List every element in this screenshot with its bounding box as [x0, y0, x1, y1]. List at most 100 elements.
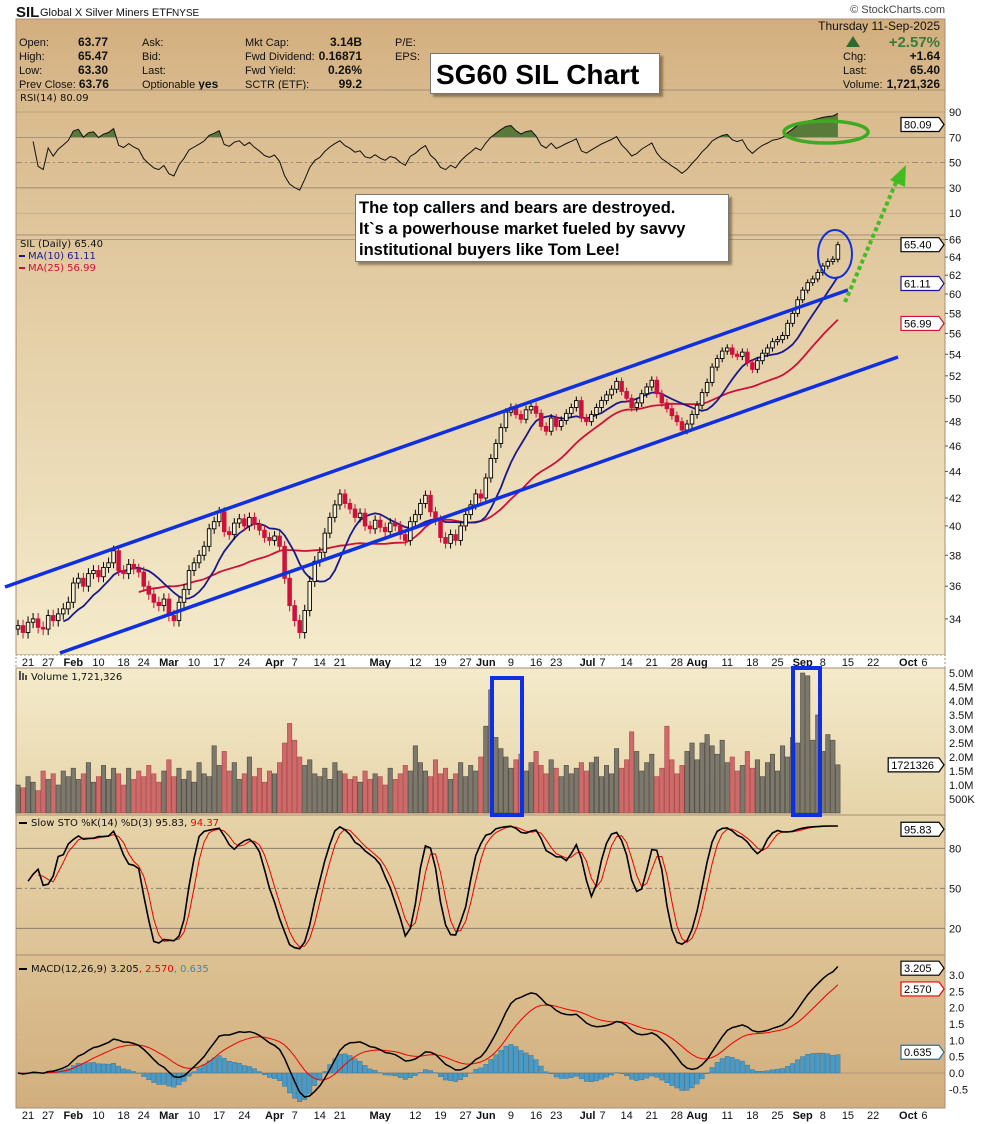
candle-body	[569, 407, 574, 414]
candle-body	[523, 409, 529, 420]
date-tick-label: 21	[22, 1110, 34, 1122]
volume-label: Volume 1,721,326	[31, 672, 122, 683]
volume-bar	[211, 745, 217, 814]
candle-body	[257, 524, 262, 531]
volume-bar	[297, 756, 303, 814]
macd-histogram-bar	[488, 1059, 494, 1074]
date-tick-label: 21	[646, 1110, 658, 1122]
candle-body	[649, 379, 655, 388]
candle-body	[297, 620, 302, 633]
volume-tick-label: 3.0M	[949, 724, 973, 736]
candle-body	[498, 427, 504, 444]
macd-histogram-bar	[684, 1072, 690, 1091]
volume-bar	[392, 779, 398, 814]
volume-bar	[543, 773, 549, 814]
candle-body	[377, 519, 383, 528]
macd-histogram-bar	[594, 1072, 599, 1082]
volume-bar	[377, 776, 383, 814]
candle-body	[790, 312, 795, 324]
price-tick-label: 36	[949, 581, 961, 593]
volume-bar	[568, 773, 574, 814]
date-tick-label: 17	[213, 657, 225, 669]
volume-bar	[131, 779, 137, 814]
candle-body	[745, 351, 750, 364]
candle-body	[30, 618, 36, 623]
volume-bar	[181, 779, 187, 814]
volume-bar	[498, 748, 504, 814]
candle-body	[146, 585, 152, 595]
info-value-col1: 65.47	[78, 49, 108, 63]
candle-body	[619, 380, 624, 392]
volume-bar	[90, 781, 96, 814]
volume-bar	[116, 773, 122, 814]
price-tick-label: 54	[949, 349, 961, 361]
volume-bar	[75, 779, 81, 814]
macd-histogram-bar	[362, 1065, 368, 1074]
volume-bar	[734, 770, 740, 814]
price-tick-label: 60	[949, 289, 961, 301]
date-tick-label: 7	[292, 1110, 298, 1122]
volume-bar	[835, 764, 841, 814]
macd-histogram-bar	[196, 1067, 202, 1074]
volume-bar	[427, 776, 433, 814]
candle-body	[247, 516, 252, 527]
volume-bar	[674, 773, 680, 814]
macd-tick-label: 3.0	[949, 970, 964, 982]
rsi-label: RSI(14) 80.09	[20, 93, 89, 104]
macd-histogram-bar	[463, 1072, 469, 1077]
volume-bar	[287, 723, 293, 814]
macd-histogram-bar	[744, 1064, 750, 1074]
volume-bar	[357, 781, 363, 814]
candle-body	[191, 562, 197, 571]
candle-body	[45, 615, 51, 630]
macd-histogram-bar	[277, 1072, 282, 1081]
volume-bar	[432, 759, 438, 814]
volume-bar	[478, 756, 484, 814]
macd-histogram-bar	[634, 1072, 640, 1081]
macd-histogram-bar	[604, 1072, 609, 1078]
volume-bar	[528, 762, 534, 814]
volume-bar	[468, 765, 474, 814]
macd-histogram-bar	[156, 1072, 162, 1085]
macd-histogram-bar	[126, 1069, 132, 1074]
macd-histogram-bar	[674, 1072, 680, 1089]
candle-body	[689, 414, 695, 425]
candle-body	[730, 347, 735, 355]
info-label-col1: Low:	[19, 65, 42, 77]
ma25-label: MA(25) 56.99	[28, 263, 96, 274]
info-value-col1: 63.77	[78, 35, 108, 49]
volume-bar	[729, 756, 735, 814]
macd-histogram-bar	[729, 1057, 735, 1074]
date-tick-label: 18	[746, 657, 758, 669]
volume-bar	[805, 675, 811, 814]
volume-bar	[101, 765, 107, 814]
macd-histogram-bar	[382, 1072, 388, 1076]
candle-body	[272, 535, 277, 541]
copyright: © StockCharts.com	[850, 4, 945, 16]
volume-bar	[15, 784, 21, 814]
macd-histogram-bar	[659, 1072, 665, 1081]
candle-body	[533, 405, 539, 414]
date-tick-label: 19	[434, 1110, 446, 1122]
volume-bar	[85, 762, 91, 814]
volume-bar	[302, 765, 308, 814]
candle-body	[66, 601, 71, 610]
macd-histogram-bar	[699, 1072, 705, 1080]
date-tick-label: 28	[671, 657, 683, 669]
volume-bar	[634, 751, 640, 814]
candle-body	[418, 503, 423, 516]
macd-histogram-bar	[568, 1072, 574, 1078]
candle-body	[387, 522, 393, 533]
info-label-col4: EPS:	[395, 51, 420, 63]
candle-body	[171, 615, 177, 622]
macd-histogram-bar	[553, 1072, 559, 1078]
date-tick-label: 27	[460, 1110, 472, 1122]
volume-bar	[347, 779, 353, 814]
volume-bars-icon	[19, 671, 21, 680]
candle-body	[458, 525, 463, 541]
macd-signal-value: , 2.570	[139, 964, 174, 975]
macd-legend-swatch	[19, 968, 27, 970]
macd-histogram-bar	[548, 1072, 554, 1075]
candle-body	[111, 550, 116, 564]
candle-body	[347, 503, 353, 510]
